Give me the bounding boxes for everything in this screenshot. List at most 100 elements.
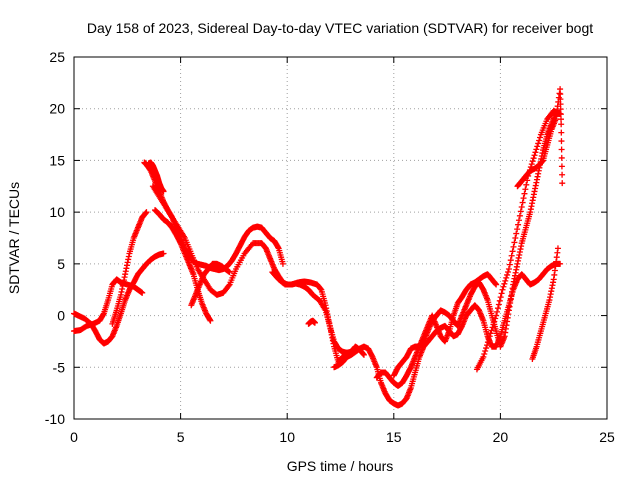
data-point [559, 171, 566, 178]
x-tick-label: 20 [493, 429, 509, 445]
data-point [508, 252, 515, 259]
data-point [520, 195, 527, 202]
data-point [535, 140, 542, 147]
data-point [504, 271, 511, 278]
y-tick-label: 15 [49, 152, 65, 168]
data-point [497, 294, 504, 301]
data-point [498, 290, 505, 297]
data-point [557, 101, 564, 108]
data-point [557, 260, 564, 267]
data-point [226, 269, 233, 276]
data-point [511, 239, 518, 246]
data-point [488, 327, 495, 334]
data-point [510, 243, 517, 250]
data-point [517, 208, 524, 215]
y-tick-label: -10 [45, 411, 65, 427]
y-tick-label: -5 [53, 359, 66, 375]
data-point [490, 321, 497, 328]
data-point [533, 146, 540, 153]
data-point [483, 345, 490, 352]
data-point [557, 106, 564, 113]
y-tick-label: 5 [57, 256, 65, 272]
data-point [489, 324, 496, 331]
data-point [554, 245, 561, 252]
x-tick-label: 10 [279, 429, 295, 445]
y-tick-label: 20 [49, 101, 65, 117]
data-point [531, 152, 538, 159]
data-point [502, 277, 509, 284]
data-point [311, 319, 318, 326]
axis-ticks: 0 5 10 15 20 25 -10 -5 0 5 10 15 20 25 [45, 49, 615, 445]
data-point [532, 149, 539, 156]
data-point [558, 138, 565, 145]
data-point [480, 353, 487, 360]
data-point [557, 91, 564, 98]
y-tick-label: 0 [57, 308, 65, 324]
data-point [207, 317, 214, 324]
data-point [501, 280, 508, 287]
data-point [491, 318, 498, 325]
data-point [559, 180, 566, 187]
data-point [528, 161, 535, 168]
chart-title: Day 158 of 2023, Sidereal Day-to-day VTE… [87, 20, 593, 36]
data-point [499, 286, 506, 293]
data-point [495, 301, 502, 308]
data-point [558, 146, 565, 153]
x-axis-label: GPS time / hours [287, 458, 394, 474]
data-point [486, 333, 493, 340]
data-point [482, 348, 489, 355]
data-point [485, 336, 492, 343]
data-point [522, 186, 529, 193]
data-point [483, 342, 490, 349]
data-point [518, 203, 525, 210]
data-point [143, 209, 150, 216]
data-point [509, 248, 516, 255]
data-point [500, 283, 507, 290]
y-tick-label: 10 [49, 204, 65, 220]
data-point [558, 116, 565, 123]
data-point [493, 312, 500, 319]
data-point [534, 143, 541, 150]
data-point [515, 221, 522, 228]
x-tick-label: 0 [70, 429, 78, 445]
data-point [558, 121, 565, 128]
data-point [507, 257, 514, 264]
data-point [558, 163, 565, 170]
data-point [514, 226, 521, 233]
data-point [558, 129, 565, 136]
x-tick-label: 15 [386, 429, 402, 445]
data-point [529, 158, 536, 165]
data-point [558, 154, 565, 161]
data-point [513, 230, 520, 237]
data-point [160, 188, 167, 195]
data-point [521, 190, 528, 197]
data-point [139, 289, 146, 296]
data-point [496, 297, 503, 304]
data-point [360, 351, 367, 358]
data-point [506, 261, 513, 268]
data-point [516, 212, 523, 219]
x-tick-label: 5 [177, 429, 185, 445]
y-axis-label: SDTVAR / TECUs [6, 182, 22, 294]
data-point [279, 260, 286, 267]
data-point [519, 199, 526, 206]
data-point [530, 155, 537, 162]
data-point [484, 339, 491, 346]
data-point [493, 281, 500, 288]
data-point [492, 315, 499, 322]
data-point [494, 308, 501, 315]
data-point [225, 282, 232, 289]
y-tick-label: 25 [49, 49, 65, 65]
data-point [557, 86, 564, 93]
data-point [503, 274, 510, 281]
data-point [557, 111, 564, 118]
data-point [536, 137, 543, 144]
data-point [515, 217, 522, 224]
data-point [487, 330, 494, 337]
data-point [505, 268, 512, 275]
data-points [71, 86, 566, 409]
data-point [512, 235, 519, 241]
x-tick-label: 25 [599, 429, 615, 445]
data-point [523, 181, 530, 188]
